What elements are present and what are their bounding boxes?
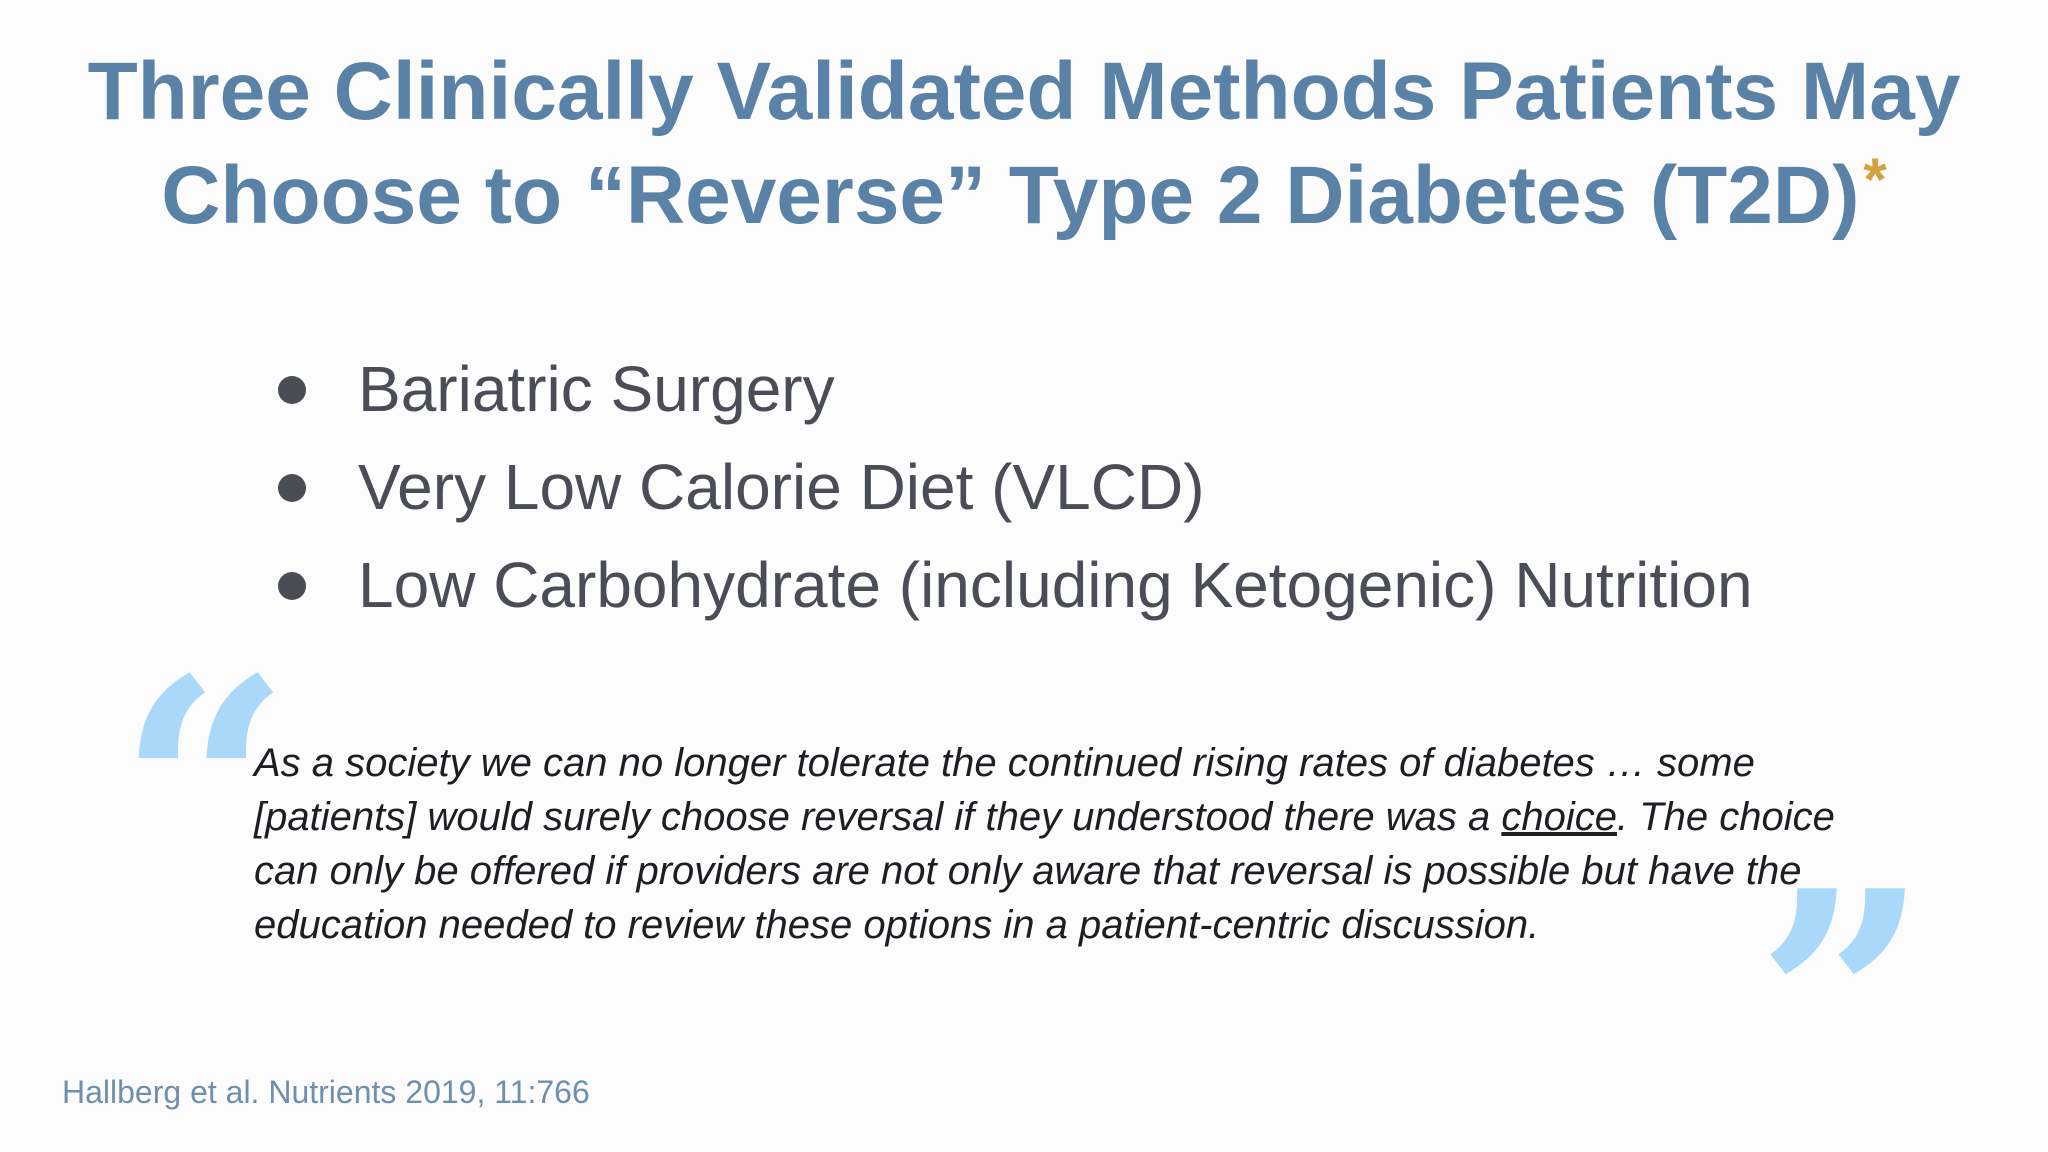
- list-item: Bariatric Surgery: [270, 340, 1753, 438]
- list-item-label: Very Low Calorie Diet (VLCD): [358, 451, 1205, 523]
- title-line-1: Three Clinically Validated Methods Patie…: [87, 46, 1961, 137]
- methods-list: Bariatric Surgery Very Low Calorie Diet …: [270, 340, 1753, 634]
- list-item-label: Low Carbohydrate (including Ketogenic) N…: [358, 549, 1753, 621]
- quote-text-part-1: As a society we can no longer tolerate t…: [254, 741, 1755, 839]
- slide-title: Three Clinically Validated Methods Patie…: [60, 40, 1988, 248]
- open-quote-icon: “: [118, 613, 291, 966]
- quote-text: As a society we can no longer tolerate t…: [254, 736, 1854, 952]
- list-item: Low Carbohydrate (including Ketogenic) N…: [270, 536, 1753, 634]
- quote-text-part-2: . The choice can only be offered if prov…: [254, 795, 1835, 947]
- citation: Hallberg et al. Nutrients 2019, 11:766: [62, 1074, 590, 1110]
- title-line-2-text: Choose to “Reverse” Type 2 Diabetes (T2D…: [161, 150, 1860, 241]
- footnote-asterisk: *: [1863, 146, 1887, 213]
- bullet-icon: [278, 572, 306, 600]
- bullet-icon: [278, 474, 306, 502]
- list-item-label: Bariatric Surgery: [358, 353, 835, 425]
- quote-emphasis: choice: [1501, 795, 1617, 839]
- bullet-icon: [278, 376, 306, 404]
- title-line-2: Choose to “Reverse” Type 2 Diabetes (T2D…: [60, 144, 1988, 248]
- close-quote-icon: ”: [1756, 825, 1929, 1152]
- list-item: Very Low Calorie Diet (VLCD): [270, 438, 1753, 536]
